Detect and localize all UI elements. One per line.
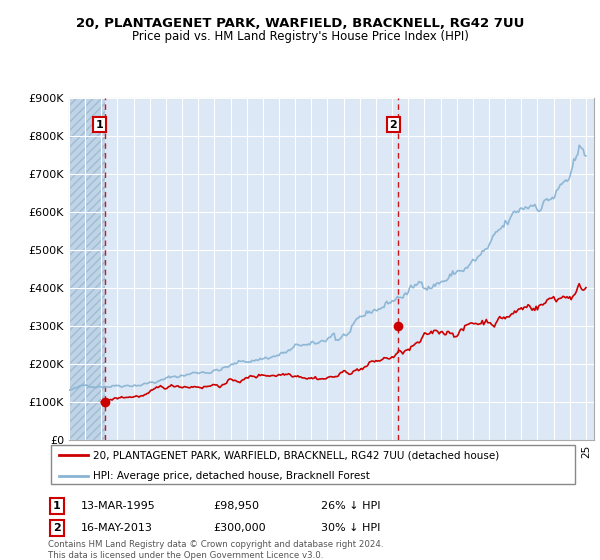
Text: £98,950: £98,950 (213, 501, 259, 511)
Text: £300,000: £300,000 (213, 523, 266, 533)
Text: HPI: Average price, detached house, Bracknell Forest: HPI: Average price, detached house, Brac… (93, 470, 370, 480)
Text: 13-MAR-1995: 13-MAR-1995 (81, 501, 156, 511)
Text: Contains HM Land Registry data © Crown copyright and database right 2024.
This d: Contains HM Land Registry data © Crown c… (48, 540, 383, 559)
Text: 2: 2 (389, 120, 397, 129)
Text: 1: 1 (53, 501, 61, 511)
Text: 20, PLANTAGENET PARK, WARFIELD, BRACKNELL, RG42 7UU: 20, PLANTAGENET PARK, WARFIELD, BRACKNEL… (76, 17, 524, 30)
Text: 2: 2 (53, 523, 61, 533)
Text: 16-MAY-2013: 16-MAY-2013 (81, 523, 153, 533)
Polygon shape (69, 98, 104, 440)
FancyBboxPatch shape (50, 445, 575, 484)
Text: 20, PLANTAGENET PARK, WARFIELD, BRACKNELL, RG42 7UU (detached house): 20, PLANTAGENET PARK, WARFIELD, BRACKNEL… (93, 450, 499, 460)
Text: Price paid vs. HM Land Registry's House Price Index (HPI): Price paid vs. HM Land Registry's House … (131, 30, 469, 43)
Text: 30% ↓ HPI: 30% ↓ HPI (321, 523, 380, 533)
Text: 1: 1 (96, 120, 104, 129)
Text: 26% ↓ HPI: 26% ↓ HPI (321, 501, 380, 511)
